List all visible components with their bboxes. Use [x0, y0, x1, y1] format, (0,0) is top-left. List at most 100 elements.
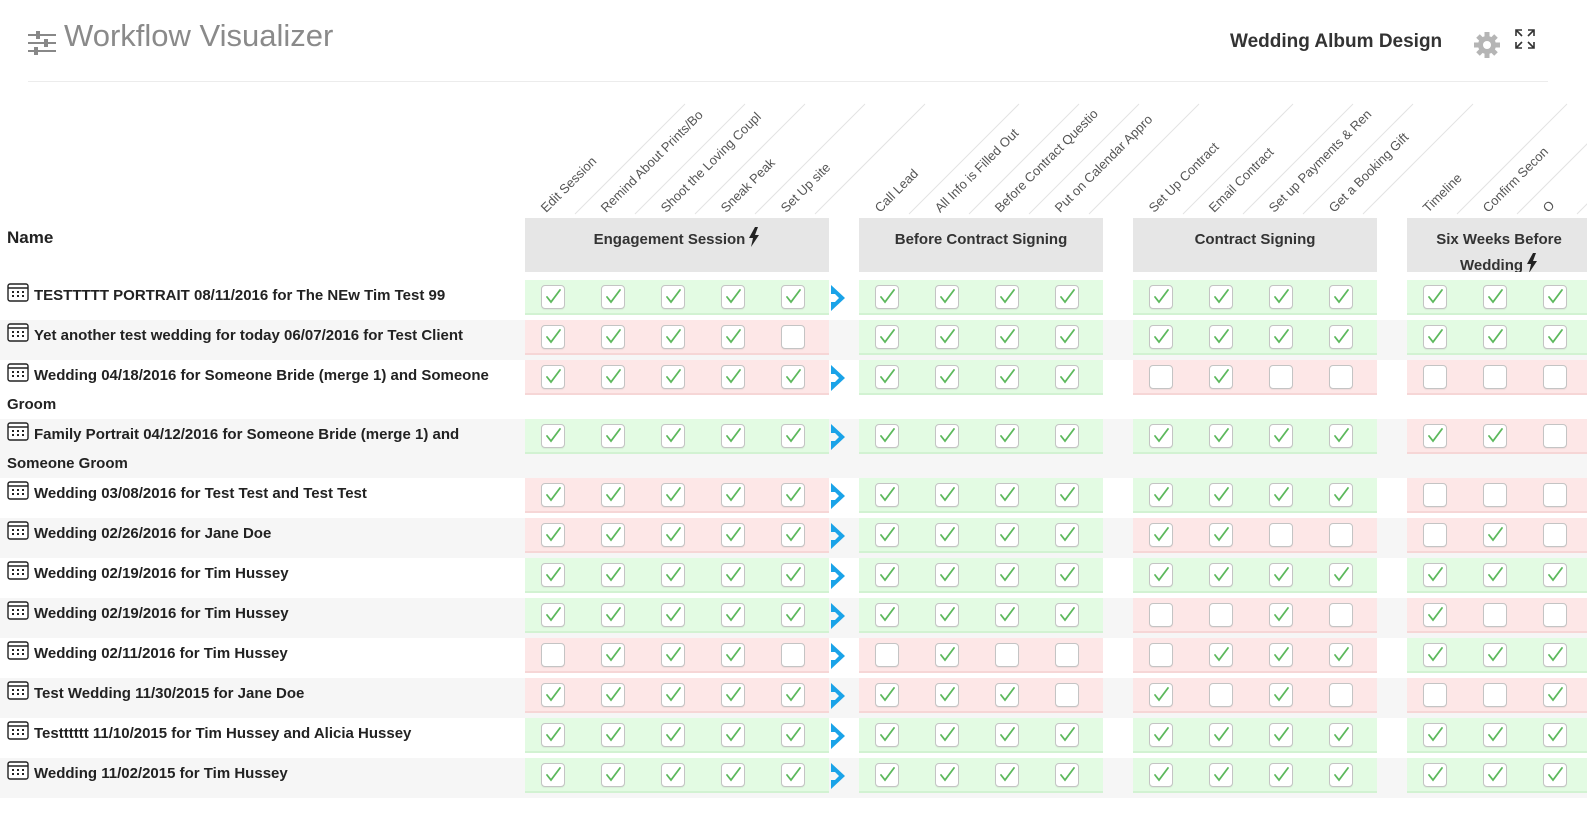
- checkbox-checked: [1269, 603, 1293, 627]
- checkbox-checked: [1055, 285, 1079, 309]
- checkbox-empty: [1329, 603, 1353, 627]
- calendar-dot: [12, 533, 14, 535]
- checkbox-checked: [541, 483, 565, 507]
- group-header: Contract Signing: [1133, 218, 1377, 272]
- checkmark: [1548, 727, 1563, 742]
- name-cell: Wedding 04/18/2016 for Someone Bride (me…: [0, 360, 517, 419]
- check: [786, 527, 801, 542]
- checkmark: [1214, 567, 1229, 582]
- check: [1488, 428, 1503, 443]
- group-cell: [1133, 598, 1377, 633]
- checkmark: [940, 727, 955, 742]
- checkbox-checked: [935, 683, 959, 707]
- check: [1000, 329, 1015, 344]
- checkmark: [1154, 767, 1169, 782]
- checkbox-checked: [995, 523, 1019, 547]
- group-cell: [525, 360, 829, 395]
- check: [786, 428, 801, 443]
- calendar-dot: [17, 769, 19, 771]
- checkbox-checked: [935, 603, 959, 627]
- checkbox-checked: [1269, 763, 1293, 787]
- group-cell: [525, 558, 829, 593]
- checkmark: [786, 727, 801, 742]
- diagonal: [574, 103, 686, 215]
- check: [606, 607, 621, 622]
- expand-icon[interactable]: [1514, 28, 1536, 50]
- checkbox-checked: [1209, 723, 1233, 747]
- checkbox-checked: [1483, 643, 1507, 667]
- calendar-dot: [17, 613, 19, 615]
- checkbox-checked: [781, 763, 805, 787]
- checkmark: [726, 647, 741, 662]
- checkbox-checked: [935, 643, 959, 667]
- checkbox-checked: [875, 285, 899, 309]
- checkmark: [666, 567, 681, 582]
- diagonal: [1242, 103, 1354, 215]
- checkmark: [606, 487, 621, 502]
- name-cell: Wedding 02/19/2016 for Tim Hussey: [0, 598, 517, 628]
- checkbox-checked: [875, 723, 899, 747]
- check: [1000, 369, 1015, 384]
- checkmark: [666, 647, 681, 662]
- check: [1000, 289, 1015, 304]
- checkbox-empty: [1483, 683, 1507, 707]
- checkmark: [786, 527, 801, 542]
- checkbox-checked: [1209, 424, 1233, 448]
- bolt: [749, 227, 760, 247]
- checkmark: [1334, 428, 1349, 443]
- check: [786, 607, 801, 622]
- checkbox-empty: [1329, 683, 1353, 707]
- checkbox-checked: [1055, 603, 1079, 627]
- checkbox-checked: [661, 603, 685, 627]
- checkmark: [666, 329, 681, 344]
- check: [546, 687, 561, 702]
- group-cell: [1407, 718, 1587, 753]
- checkbox-checked: [601, 683, 625, 707]
- check: [1154, 487, 1169, 502]
- checkmark: [1154, 687, 1169, 702]
- calendar-dot: [22, 335, 24, 337]
- checkmark: [1000, 289, 1015, 304]
- check: [1274, 567, 1289, 582]
- calendar-dot: [12, 613, 14, 615]
- checkbox-checked: [1483, 325, 1507, 349]
- automation-icon: [749, 227, 760, 247]
- checkbox-checked: [935, 723, 959, 747]
- check: [666, 767, 681, 782]
- checkbox-checked: [661, 683, 685, 707]
- check: [1214, 487, 1229, 502]
- check: [1274, 487, 1289, 502]
- check: [1274, 428, 1289, 443]
- check: [1488, 767, 1503, 782]
- checkbox-checked: [1055, 325, 1079, 349]
- checkbox-checked: [721, 683, 745, 707]
- name-cell: Wedding 03/08/2016 for Test Test and Tes…: [0, 478, 517, 508]
- checkbox-checked: [721, 483, 745, 507]
- checkbox-checked: [935, 365, 959, 389]
- arrow-shape: [831, 424, 845, 450]
- checkbox-checked: [541, 763, 565, 787]
- calendar-dot: [17, 733, 19, 735]
- checkmark: [726, 687, 741, 702]
- checkmark: [1154, 289, 1169, 304]
- name-cell: Wedding 02/26/2016 for Jane Doe: [0, 518, 517, 548]
- checkmark: [1488, 727, 1503, 742]
- gear-icon[interactable]: [1473, 31, 1501, 59]
- check: [1060, 607, 1075, 622]
- checkmark: [1334, 329, 1349, 344]
- checkbox-empty: [1543, 523, 1567, 547]
- checkbox-empty: [1543, 603, 1567, 627]
- workflow-name: Wedding Album Design: [1230, 31, 1443, 52]
- checkbox-checked: [1269, 483, 1293, 507]
- checkbox-checked: [601, 643, 625, 667]
- checkbox-checked: [875, 603, 899, 627]
- checkbox-empty: [875, 643, 899, 667]
- calendar-dot: [22, 573, 24, 575]
- check: [1428, 647, 1443, 662]
- checkmark: [726, 369, 741, 384]
- checkbox-empty: [1209, 603, 1233, 627]
- check: [940, 289, 955, 304]
- calendar-icon: [7, 601, 29, 620]
- calendar-dot: [22, 291, 24, 293]
- checkbox-checked: [721, 603, 745, 627]
